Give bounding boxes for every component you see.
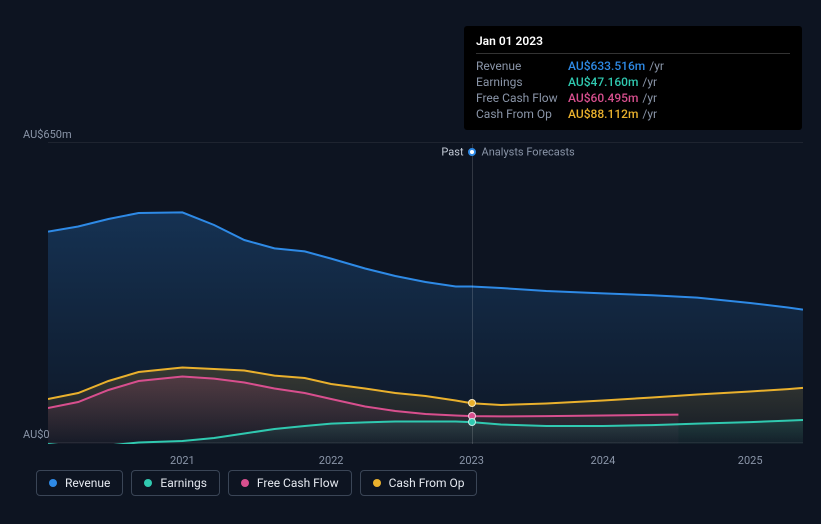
tooltip-metric-unit: /yr — [642, 75, 657, 89]
tooltip-metric-label: Earnings — [476, 75, 568, 89]
forecast-label: Analysts Forecasts — [482, 146, 575, 159]
tooltip-metric-value: AU$633.516m — [568, 59, 645, 73]
legend-item-revenue[interactable]: Revenue — [36, 470, 123, 496]
tooltip-date: Jan 01 2023 — [476, 34, 790, 54]
legend-swatch — [49, 479, 57, 487]
legend-item-cash-from-op[interactable]: Cash From Op — [360, 470, 478, 496]
tooltip-row: Cash From OpAU$88.112m/yr — [476, 106, 790, 122]
hover-marker — [468, 399, 476, 407]
tooltip-metric-label: Revenue — [476, 59, 568, 73]
tooltip-metric-unit: /yr — [649, 59, 664, 73]
tooltip: Jan 01 2023 RevenueAU$633.516m/yrEarning… — [464, 26, 802, 130]
plot-area[interactable] — [48, 144, 803, 444]
legend-item-free-cash-flow[interactable]: Free Cash Flow — [228, 470, 352, 496]
tooltip-row: RevenueAU$633.516m/yr — [476, 58, 790, 74]
legend: Revenue Earnings Free Cash Flow Cash From O… — [36, 470, 477, 496]
tooltip-metric-value: AU$60.495m — [568, 91, 638, 105]
tooltip-metric-value: AU$47.160m — [568, 75, 638, 89]
divider-dot — [468, 148, 476, 156]
legend-label: Earnings — [160, 476, 207, 490]
legend-swatch — [144, 479, 152, 487]
x-label: 2025 — [738, 454, 763, 467]
x-label: 2023 — [459, 454, 484, 467]
tooltip-row: Free Cash FlowAU$60.495m/yr — [476, 90, 790, 106]
past-label: Past — [441, 146, 463, 159]
tooltip-metric-unit: /yr — [642, 107, 657, 121]
legend-swatch — [373, 479, 381, 487]
legend-label: Revenue — [65, 476, 110, 490]
y-label-max: AU$650m — [23, 128, 72, 141]
legend-swatch — [241, 479, 249, 487]
tooltip-metric-label: Free Cash Flow — [476, 91, 568, 105]
tooltip-metric-unit: /yr — [642, 91, 657, 105]
financial-chart: AU$650m AU$0 2021 2022 2023 2024 2025 Past A… — [18, 10, 803, 510]
x-label: 2024 — [591, 454, 616, 467]
legend-label: Free Cash Flow — [257, 476, 339, 490]
tooltip-row: EarningsAU$47.160m/yr — [476, 74, 790, 90]
tooltip-metric-value: AU$88.112m — [568, 107, 638, 121]
x-label: 2022 — [319, 454, 344, 467]
x-label: 2021 — [170, 454, 195, 467]
legend-item-earnings[interactable]: Earnings — [131, 470, 220, 496]
legend-label: Cash From Op — [389, 476, 465, 490]
y-label-min: AU$0 — [23, 428, 50, 441]
tooltip-metric-label: Cash From Op — [476, 107, 568, 121]
gridline-top — [48, 142, 803, 143]
hover-marker — [468, 418, 476, 426]
